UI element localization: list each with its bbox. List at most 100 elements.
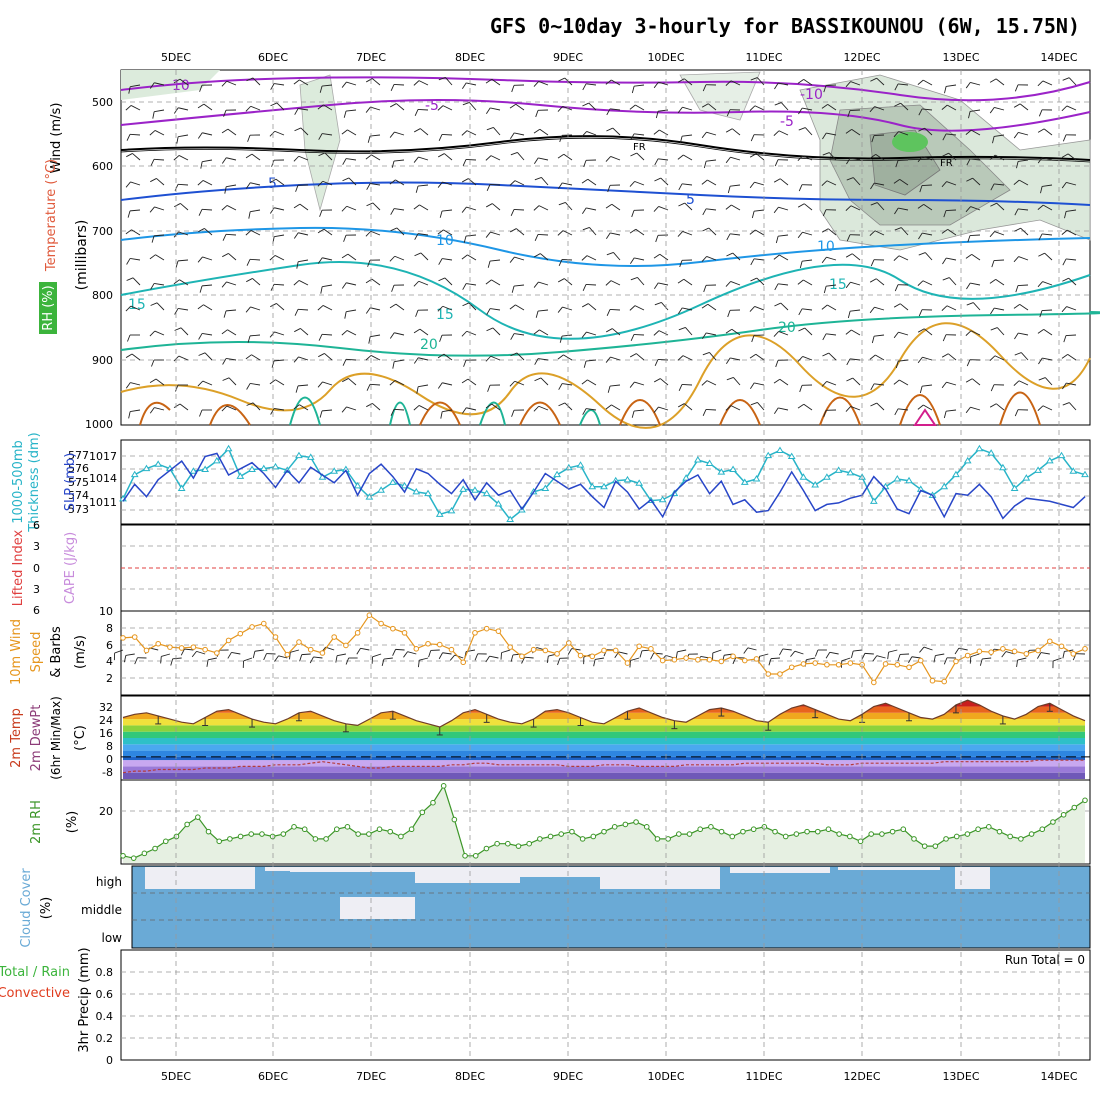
wind-speed-series-point (1023, 651, 1030, 657)
upper-wind-barb (509, 380, 516, 387)
surface-wind-barb (289, 652, 291, 660)
upper-wind-barb (246, 402, 254, 406)
upper-wind-barb (180, 203, 189, 211)
upper-wind-barb (587, 379, 597, 386)
slp-series-point (494, 500, 503, 507)
rh-series-point (825, 826, 832, 833)
rh-series-point (152, 845, 158, 852)
wind-speed-series-point (495, 628, 502, 634)
upper-wind-barb (467, 378, 477, 386)
rh-series-point (216, 838, 222, 845)
upper-wind-barb (341, 330, 348, 336)
upper-wind-barb (754, 105, 765, 111)
upper-wind-barb (415, 185, 419, 193)
wind-speed-series-point (413, 646, 420, 652)
upper-wind-barb (850, 205, 861, 211)
upper-wind-barb (1067, 354, 1077, 361)
upper-wind-barb (917, 404, 924, 410)
wind-speed-series-point (190, 644, 197, 650)
upper-wind-barb (131, 229, 141, 236)
upper-wind-barb (1038, 357, 1043, 365)
upper-wind-barb (269, 331, 275, 338)
upper-wind-barb (178, 231, 189, 236)
upper-wind-barb (630, 334, 635, 342)
upper-wind-barb (750, 402, 758, 406)
upper-wind-barb (605, 79, 612, 85)
upper-wind-barb (774, 159, 779, 167)
upper-wind-barb (684, 202, 693, 211)
date-label-bottom: 6DEC (258, 1070, 288, 1083)
slp-series-point (482, 489, 491, 497)
slp-series-point (1069, 467, 1078, 474)
upper-wind-barb (1037, 128, 1045, 133)
wind-speed-series-point (1047, 638, 1053, 645)
upper-wind-barb (125, 181, 131, 188)
surface-wind-barb (923, 646, 933, 651)
surface-wind-barb (897, 654, 901, 662)
slp-series-point (811, 481, 820, 488)
temp-band (123, 756, 1085, 761)
pressure-tick: 900 (92, 354, 113, 367)
upper-wind-barb (274, 207, 285, 211)
wind-tick: 6 (106, 639, 113, 652)
surface-wind-barb (958, 647, 968, 651)
cloud-units-label: (%) (39, 897, 54, 920)
upper-wind-barb (221, 80, 228, 87)
upper-wind-barb (804, 327, 813, 336)
upper-wind-barb (629, 381, 635, 388)
upper-wind-barb (683, 278, 693, 286)
upper-wind-barb (149, 82, 155, 89)
rh-legend-swatch (39, 282, 57, 334)
upper-wind-barb (797, 279, 804, 285)
contour-labels: 10 -5 -10 -5 FR FR 5 5 10 10 15 15 15 20… (128, 78, 953, 353)
upper-wind-barb (918, 252, 926, 256)
upper-wind-barb (127, 210, 131, 218)
upper-wind-barb (780, 302, 789, 311)
upper-wind-barb (946, 381, 957, 386)
upper-wind-barb (389, 131, 395, 138)
surface-wind-barb (372, 653, 382, 658)
upper-wind-barb (582, 284, 587, 292)
wind-speed-series-point (601, 647, 607, 654)
rh-series-point (996, 828, 1003, 835)
upper-wind-barb (1014, 352, 1022, 356)
upper-wind-barb (654, 282, 659, 290)
upper-wind-barb (1040, 186, 1043, 194)
slp-series-point (1045, 456, 1054, 464)
upper-wind-barb (346, 205, 357, 211)
upper-wind-barb (774, 82, 779, 90)
upper-wind-barb (586, 331, 597, 336)
upper-wind-barb (754, 181, 765, 186)
upper-wind-barb (179, 78, 189, 86)
upper-wind-barb (346, 81, 357, 86)
upper-wind-barb (924, 252, 933, 261)
upper-wind-barb (851, 129, 861, 136)
upper-wind-barb (250, 230, 261, 236)
upper-wind-barb (462, 82, 467, 90)
upper-wind-barb (631, 410, 635, 418)
date-label-bottom: 14DEC (1040, 1070, 1077, 1083)
contour-label: 15 (436, 307, 454, 323)
surface-wind-barb (557, 658, 561, 666)
upper-wind-barb (898, 207, 909, 211)
slp-tick: 1017 (89, 450, 117, 463)
upper-wind-barb (317, 180, 324, 187)
surface-wind-barb (449, 654, 456, 661)
surface-wind-barb (954, 647, 960, 655)
upper-wind-barb (149, 206, 155, 213)
wind-speed-series-point (788, 664, 795, 671)
rh2m-panel: 20 2m RH (%) (29, 779, 1091, 865)
temp-band (123, 760, 1085, 767)
upper-wind-barb (149, 407, 155, 414)
upper-wind-barb (174, 203, 181, 208)
upper-wind-barb (538, 281, 549, 286)
surface-wind-barb (254, 649, 264, 652)
upper-wind-barb (1063, 335, 1067, 343)
rh-series-point (1028, 831, 1035, 837)
wind-speed-series-point (648, 646, 654, 652)
slp-series-point (717, 468, 726, 475)
upper-wind-barb (945, 209, 957, 211)
upper-wind-barb (773, 254, 780, 260)
rh-series-point (195, 814, 201, 820)
slp-series-point (224, 444, 233, 452)
